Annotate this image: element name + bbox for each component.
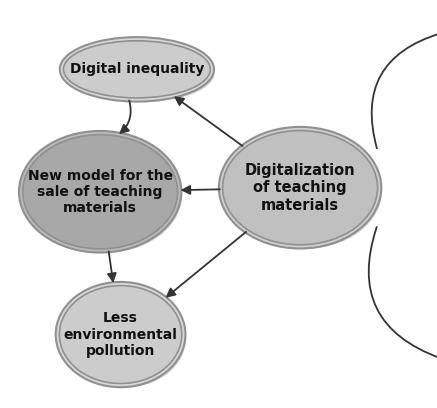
FancyArrowPatch shape (121, 100, 131, 133)
Ellipse shape (63, 41, 210, 98)
Ellipse shape (55, 282, 185, 387)
Text: Less
environmental
pollution: Less environmental pollution (64, 311, 177, 358)
FancyArrowPatch shape (167, 232, 246, 297)
Ellipse shape (59, 286, 182, 384)
FancyArrowPatch shape (183, 186, 220, 194)
Text: Digitalization
of teaching
materials: Digitalization of teaching materials (245, 163, 355, 213)
Ellipse shape (19, 131, 181, 253)
Ellipse shape (222, 131, 378, 245)
Ellipse shape (63, 290, 186, 388)
Ellipse shape (227, 135, 382, 249)
FancyArrowPatch shape (176, 98, 243, 146)
Text: Digital inequality: Digital inequality (70, 62, 204, 76)
Ellipse shape (23, 135, 178, 249)
Ellipse shape (68, 45, 215, 102)
FancyArrowPatch shape (108, 251, 116, 281)
FancyArrowPatch shape (372, 33, 437, 148)
Text: New model for the
sale of teaching
materials: New model for the sale of teaching mater… (28, 169, 173, 215)
Ellipse shape (60, 37, 214, 102)
Ellipse shape (27, 139, 182, 253)
Ellipse shape (219, 127, 382, 248)
FancyArrowPatch shape (369, 227, 437, 358)
